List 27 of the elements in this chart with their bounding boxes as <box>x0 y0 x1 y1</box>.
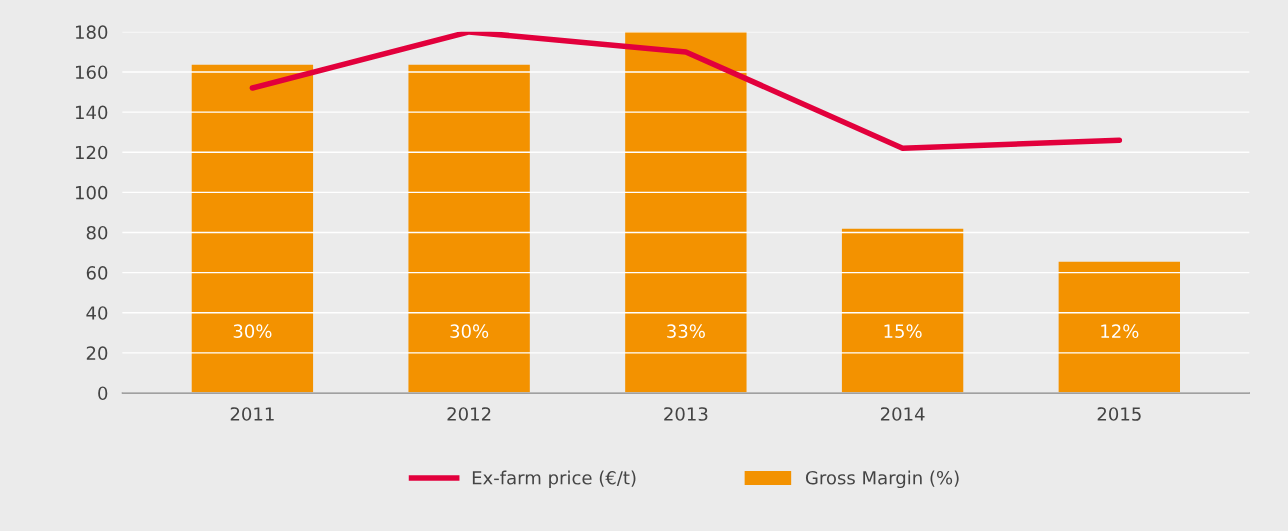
data-label: 33% <box>667 324 705 338</box>
data-label: 30% <box>450 324 489 338</box>
y-tick-label: 120 <box>75 145 108 160</box>
y-tick-label: 40 <box>86 306 108 320</box>
y-tick-label: 160 <box>75 65 108 80</box>
data-label: 12% <box>1101 324 1139 338</box>
y-tick-label: 180 <box>75 25 108 39</box>
x-tick-label: 2013 <box>664 407 708 421</box>
data-label: 30% <box>233 324 272 338</box>
legend-label: Ex-farm price (€/t) <box>472 470 636 489</box>
bar <box>408 64 530 393</box>
y-tick-label: 80 <box>86 225 108 240</box>
x-tick-label: 2011 <box>230 407 274 421</box>
y-tick-label: 60 <box>86 266 108 280</box>
legend-label: Gross Margin (%) <box>805 470 959 489</box>
y-tick-label: 20 <box>86 346 108 360</box>
y-tick-label: 140 <box>75 105 108 120</box>
data-label: 15% <box>884 324 922 338</box>
x-tick-label: 2014 <box>880 407 925 421</box>
x-tick-label: 2012 <box>447 407 491 421</box>
bar <box>1058 261 1181 393</box>
y-tick-label: 0 <box>98 386 108 401</box>
bar <box>191 64 314 393</box>
bar <box>841 228 964 393</box>
bar <box>625 31 747 393</box>
x-tick-label: 2015 <box>1097 407 1141 421</box>
y-tick-label: 100 <box>75 185 108 200</box>
